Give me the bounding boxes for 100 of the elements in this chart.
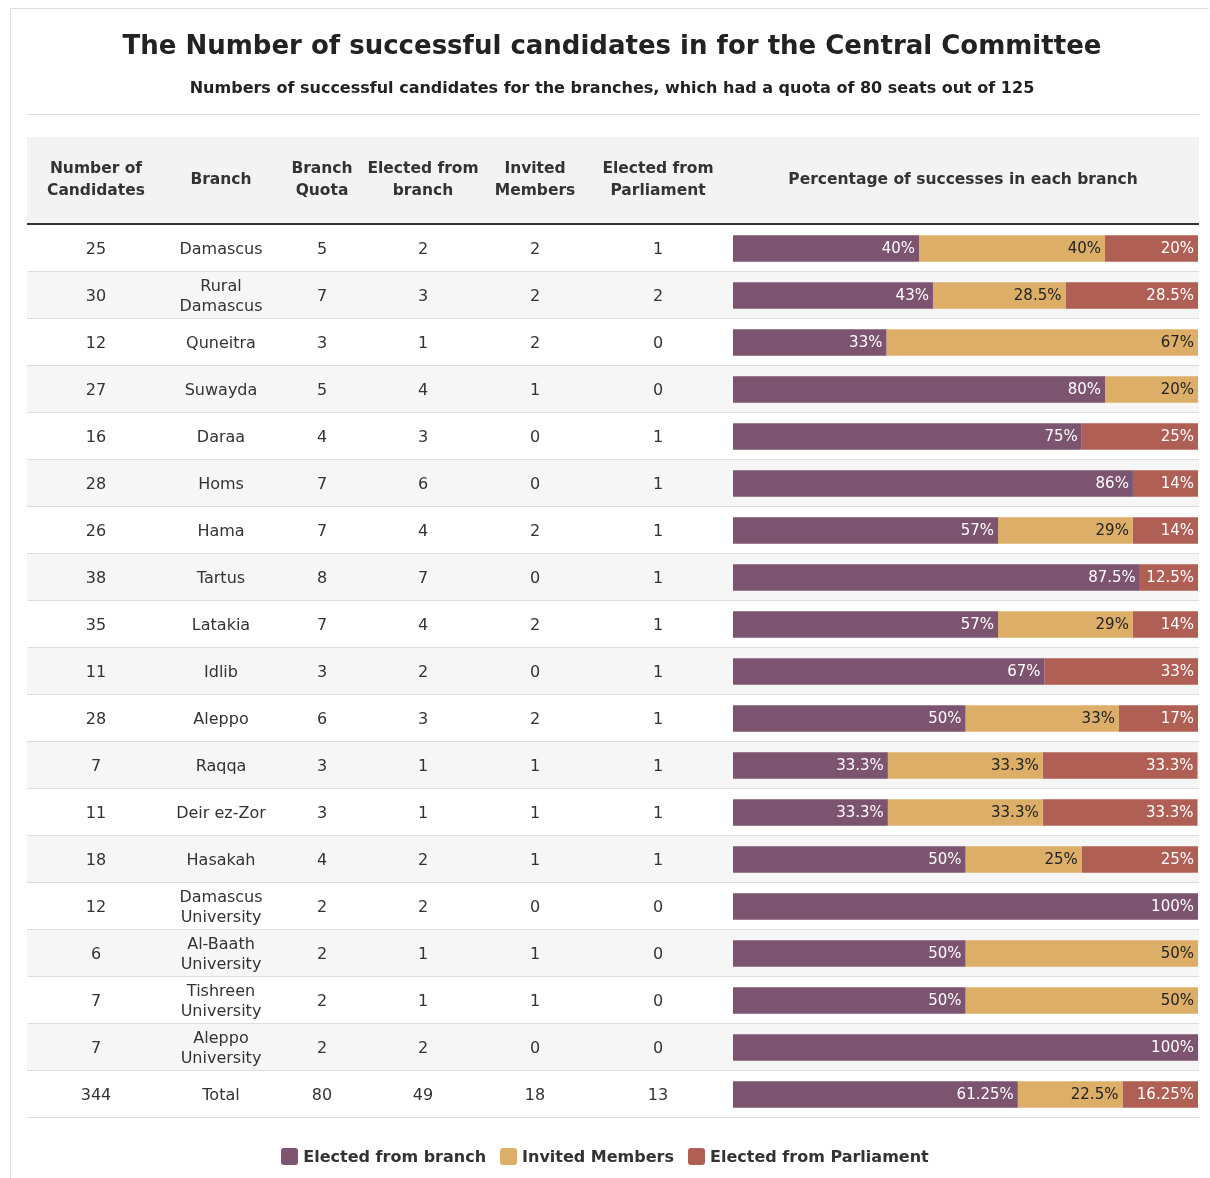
data-label: 33% bbox=[1081, 709, 1115, 728]
data-label: 25% bbox=[1160, 850, 1194, 869]
data-label: 28.5% bbox=[1013, 286, 1062, 305]
data-label: 3 bbox=[315, 331, 329, 354]
data-label: 33.3% bbox=[1145, 803, 1194, 822]
data-label: 2 bbox=[315, 989, 329, 1012]
y-tick-label: Raqqa bbox=[194, 754, 248, 777]
y-tick-label: Daraa bbox=[195, 425, 247, 448]
data-label: 7 bbox=[315, 284, 329, 307]
data-label: 16.25% bbox=[1136, 1085, 1194, 1104]
data-label: 40% bbox=[1067, 239, 1101, 258]
legend-label: Invited Members bbox=[521, 1147, 675, 1166]
data-label: 57% bbox=[960, 521, 995, 540]
data-label: 1 bbox=[651, 472, 665, 495]
data-label: 2 bbox=[315, 895, 329, 918]
text: 12 bbox=[84, 331, 108, 354]
data-label: 33.3% bbox=[991, 756, 1039, 775]
data-label: 1 bbox=[416, 331, 430, 354]
data-label: 17% bbox=[1160, 709, 1194, 728]
y-tick-label: Aleppo bbox=[192, 707, 250, 730]
text: 30 bbox=[84, 284, 108, 307]
y-tick-label: Damascus University bbox=[178, 886, 264, 928]
data-label: 1 bbox=[651, 566, 665, 589]
y-tick-label: Damascus bbox=[178, 237, 264, 260]
data-label: 0 bbox=[528, 472, 542, 495]
data-label: 0 bbox=[651, 989, 665, 1012]
data-label: 3 bbox=[416, 284, 430, 307]
data-label: 100% bbox=[1151, 897, 1194, 916]
data-label: 20% bbox=[1160, 380, 1194, 399]
text: 35 bbox=[84, 613, 108, 636]
data-label: 20% bbox=[1160, 239, 1194, 258]
data-label: 3 bbox=[315, 801, 329, 824]
data-label: 50% bbox=[928, 709, 962, 728]
text: 26 bbox=[84, 519, 108, 542]
data-label: 1 bbox=[416, 942, 430, 965]
data-label: 29% bbox=[1095, 615, 1129, 634]
data-label: 3 bbox=[416, 707, 430, 730]
data-label: 33.3% bbox=[991, 803, 1039, 822]
text: 11 bbox=[84, 660, 108, 683]
data-label: 18 bbox=[523, 1083, 547, 1106]
data-label: 14% bbox=[1160, 615, 1194, 634]
text: 12 bbox=[84, 895, 108, 918]
text: 16 bbox=[84, 425, 108, 448]
data-label: 4 bbox=[315, 848, 329, 871]
text: The Number of successful candidates in for the Central Committee bbox=[121, 30, 1103, 60]
legend-label: Elected from Parliament bbox=[709, 1147, 929, 1166]
y-tick-label: Tishreen University bbox=[179, 980, 263, 1022]
data-label: 0 bbox=[651, 942, 665, 965]
x-tick-label: Invited Members bbox=[493, 158, 577, 201]
data-label: 2 bbox=[651, 284, 665, 307]
data-label: 0 bbox=[651, 1036, 665, 1059]
data-label: 1 bbox=[651, 660, 665, 683]
text: 7 bbox=[89, 754, 103, 777]
data-label: 61.25% bbox=[956, 1085, 1014, 1104]
x-tick-label: Elected from branch bbox=[367, 158, 479, 201]
data-label: 67% bbox=[1160, 333, 1194, 352]
data-label: 1 bbox=[528, 942, 542, 965]
data-label: 2 bbox=[528, 613, 542, 636]
data-label: 29% bbox=[1095, 521, 1129, 540]
data-label: 12.5% bbox=[1146, 568, 1194, 587]
data-label: 1 bbox=[416, 801, 430, 824]
data-label: 33.3% bbox=[836, 803, 884, 822]
data-label: 4 bbox=[315, 425, 329, 448]
y-tick-label: Total bbox=[201, 1083, 241, 1106]
data-label: 80% bbox=[1067, 380, 1101, 399]
text: 27 bbox=[84, 378, 108, 401]
data-label: 0 bbox=[651, 378, 665, 401]
y-tick-label: Idlib bbox=[203, 660, 239, 683]
data-label: 50% bbox=[928, 944, 962, 963]
text: 38 bbox=[84, 566, 108, 589]
data-label: 7 bbox=[315, 613, 329, 636]
y-tick-label: Tartus bbox=[195, 566, 247, 589]
text: 11 bbox=[84, 801, 108, 824]
data-label: 25% bbox=[1044, 850, 1078, 869]
data-label: 13 bbox=[646, 1083, 670, 1106]
y-tick-label: Quneitra bbox=[185, 331, 257, 354]
y-tick-label: Hama bbox=[196, 519, 246, 542]
data-label: 50% bbox=[1160, 944, 1194, 963]
text: Numbers of successful candidates for the branches, which had a quota of 80 seats out of 125 bbox=[188, 78, 1036, 97]
data-label: 7 bbox=[315, 519, 329, 542]
data-label: 67% bbox=[1007, 662, 1041, 681]
data-label: 4 bbox=[416, 378, 430, 401]
legend-label: Elected from branch bbox=[302, 1147, 487, 1166]
data-label: 25% bbox=[1160, 427, 1194, 446]
y-tick-label: Al-Baath University bbox=[179, 933, 263, 975]
data-label: 0 bbox=[528, 425, 542, 448]
text: 18 bbox=[84, 848, 108, 871]
data-label: 1 bbox=[416, 754, 430, 777]
data-label: 2 bbox=[315, 1036, 329, 1059]
data-label: 0 bbox=[528, 895, 542, 918]
data-label: 14% bbox=[1160, 474, 1194, 493]
data-label: 86% bbox=[1095, 474, 1129, 493]
data-label: 4 bbox=[416, 519, 430, 542]
data-label: 2 bbox=[528, 284, 542, 307]
data-label: 50% bbox=[1160, 991, 1194, 1010]
data-label: 1 bbox=[651, 754, 665, 777]
y-tick-label: Latakia bbox=[190, 613, 252, 636]
data-label: 14% bbox=[1160, 521, 1194, 540]
data-label: 2 bbox=[416, 237, 430, 260]
data-label: 33% bbox=[849, 333, 883, 352]
